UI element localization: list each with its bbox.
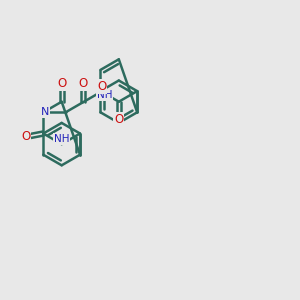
Text: NH: NH [97,90,112,100]
Text: O: O [114,113,123,126]
Text: NH: NH [54,134,69,144]
Text: O: O [97,80,106,93]
Text: O: O [78,77,88,90]
Text: O: O [21,130,30,143]
Text: N: N [40,107,49,117]
Text: O: O [57,77,66,90]
